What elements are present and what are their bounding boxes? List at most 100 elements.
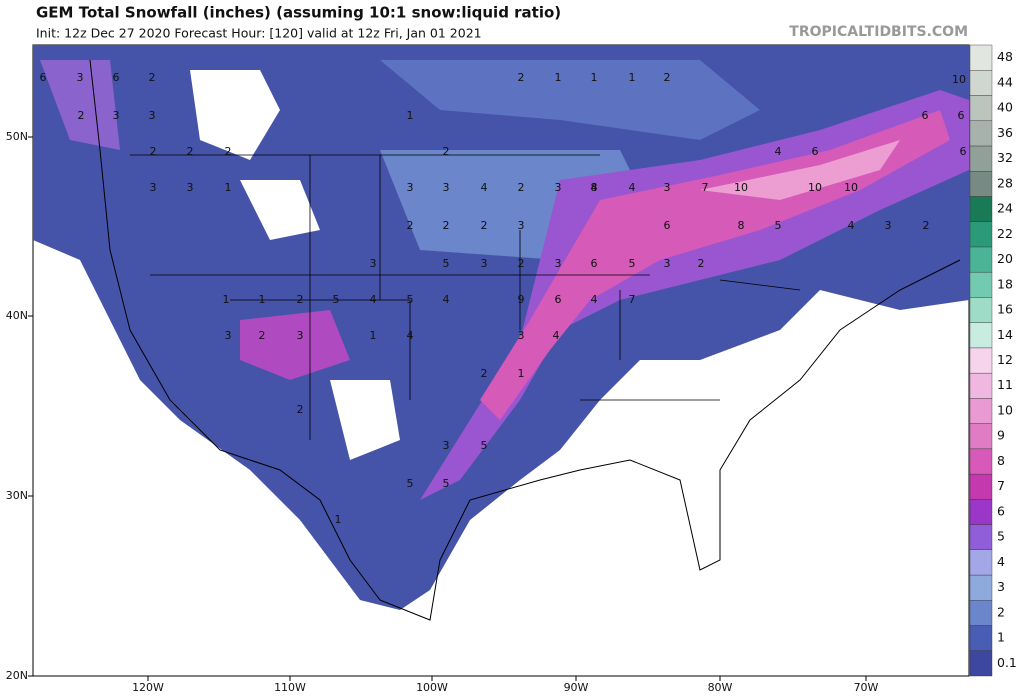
snow-band — [380, 60, 760, 140]
colorbar-swatch — [969, 372, 993, 399]
contour-label: 8 — [591, 181, 598, 194]
contour-label: 5 — [407, 293, 414, 306]
colorbar-swatch — [969, 322, 993, 349]
colorbar-label: 22 — [997, 226, 1013, 241]
colorbar-swatch — [969, 120, 993, 147]
colorbar-swatch — [969, 95, 993, 121]
contour-label: 3 — [187, 181, 194, 194]
contour-label: 4 — [591, 181, 598, 194]
colorbar-swatch — [969, 297, 993, 323]
contour-label: 1 — [225, 181, 232, 194]
contour-label: 7 — [629, 293, 636, 306]
contour-label: 5 — [407, 477, 414, 490]
colorbar-label: 36 — [997, 125, 1013, 140]
contour-label: 2 — [698, 257, 705, 270]
contour-label: 4 — [481, 181, 488, 194]
contour-label: 2 — [443, 145, 450, 158]
snow-band — [240, 310, 350, 380]
colorbar-label: 5 — [997, 529, 1005, 544]
contour-label: 2 — [187, 145, 194, 158]
contour-label: 2 — [923, 219, 930, 232]
colorbar-swatch — [969, 221, 993, 248]
contour-label: 6 — [922, 109, 929, 122]
colorbar-swatch — [969, 625, 993, 651]
lat-label: 30N — [6, 489, 28, 502]
contour-label: 2 — [664, 71, 671, 84]
contour-label: 6 — [958, 109, 965, 122]
borders — [130, 154, 801, 440]
contour-label: 1 — [518, 367, 525, 380]
lat-label: 20N — [6, 669, 28, 682]
contour-label: 2 — [297, 293, 304, 306]
contour-label: 6 — [664, 219, 671, 232]
contour-label: 4 — [370, 293, 377, 306]
no-snow — [190, 70, 400, 460]
lon-label: 90W — [564, 681, 589, 694]
lon-label: 100W — [416, 681, 448, 694]
colorbar-swatch — [969, 524, 993, 550]
lon-label: 80W — [708, 681, 733, 694]
contour-label: 2 — [149, 71, 156, 84]
coastline — [89, 59, 961, 621]
contour-label: 1 — [223, 293, 230, 306]
contour-label: 2 — [259, 329, 266, 342]
contour-label: 10 — [952, 73, 966, 86]
colorbar-label: 6 — [997, 503, 1005, 518]
lat-label: 40N — [6, 309, 28, 322]
colorbar-label: 7 — [997, 478, 1005, 493]
lon-label: 120W — [132, 681, 164, 694]
contour-label: 2 — [407, 219, 414, 232]
contour-label: 2 — [297, 403, 304, 416]
colorbar-swatch — [969, 347, 993, 374]
contour-label: 6 — [960, 145, 967, 158]
contour-label: 4 — [443, 293, 450, 306]
contour-label: 2 — [518, 257, 525, 270]
colorbar-swatch — [969, 70, 993, 96]
lon-label: 110W — [274, 681, 306, 694]
contour-label: 3 — [77, 71, 84, 84]
contour-label: 1 — [591, 71, 598, 84]
contour-label: 3 — [297, 329, 304, 342]
contour-label: 2 — [518, 71, 525, 84]
colorbar-label: 28 — [997, 175, 1013, 190]
title: GEM Total Snowfall (inches) (assuming 10… — [36, 4, 561, 22]
colorbar-label: 16 — [997, 302, 1013, 317]
contour-label: 4 — [775, 145, 782, 158]
contour-label: 10 — [808, 181, 822, 194]
subtitle: Init: 12z Dec 27 2020 Forecast Hour: [12… — [36, 26, 482, 41]
colorbar-swatch — [969, 549, 993, 576]
contour-label: 8 — [738, 219, 745, 232]
contour-label: 5 — [629, 257, 636, 270]
colorbar-swatch — [969, 145, 993, 172]
contour-label: 1 — [335, 513, 342, 526]
colorbar-label: 32 — [997, 150, 1013, 165]
contour-label: 3 — [370, 257, 377, 270]
contour-label: 6 — [555, 293, 562, 306]
contour-label: 2 — [78, 109, 85, 122]
heavy-snow-core — [700, 140, 900, 200]
colorbar-swatch — [969, 473, 993, 500]
contour-label: 1 — [555, 71, 562, 84]
contour-label: 3 — [149, 109, 156, 122]
colorbar-swatch — [969, 423, 993, 450]
contour-label: 2 — [481, 367, 488, 380]
contour-label: 1 — [629, 71, 636, 84]
contour-label: 3 — [555, 181, 562, 194]
colorbar-label: 9 — [997, 428, 1005, 443]
colorbar-label: 24 — [997, 201, 1013, 216]
contour-label: 6 — [591, 257, 598, 270]
map — [32, 44, 970, 677]
map-labels: 6 3 6 2 2 3 3 2 2 3 3 2 1 1 2 1 1 1 2 2 3 3 4 2 3 4 2 2 2 3 3 5 3 2 3 6 5 3 2 4… — [40, 71, 967, 526]
contour-label: 5 — [481, 439, 488, 452]
contour-label: 3 — [555, 257, 562, 270]
colorbar-swatch — [969, 574, 993, 601]
colorbar-label: 12 — [997, 352, 1013, 367]
contour-label: 3 — [518, 219, 525, 232]
contour-label: 5 — [443, 257, 450, 270]
contour-label: 2 — [518, 181, 525, 194]
colorbar-label: 3 — [997, 579, 1005, 594]
contour-label: 4 — [848, 219, 855, 232]
contour-label: 6 — [812, 145, 819, 158]
colorbar-label: 14 — [997, 327, 1013, 342]
